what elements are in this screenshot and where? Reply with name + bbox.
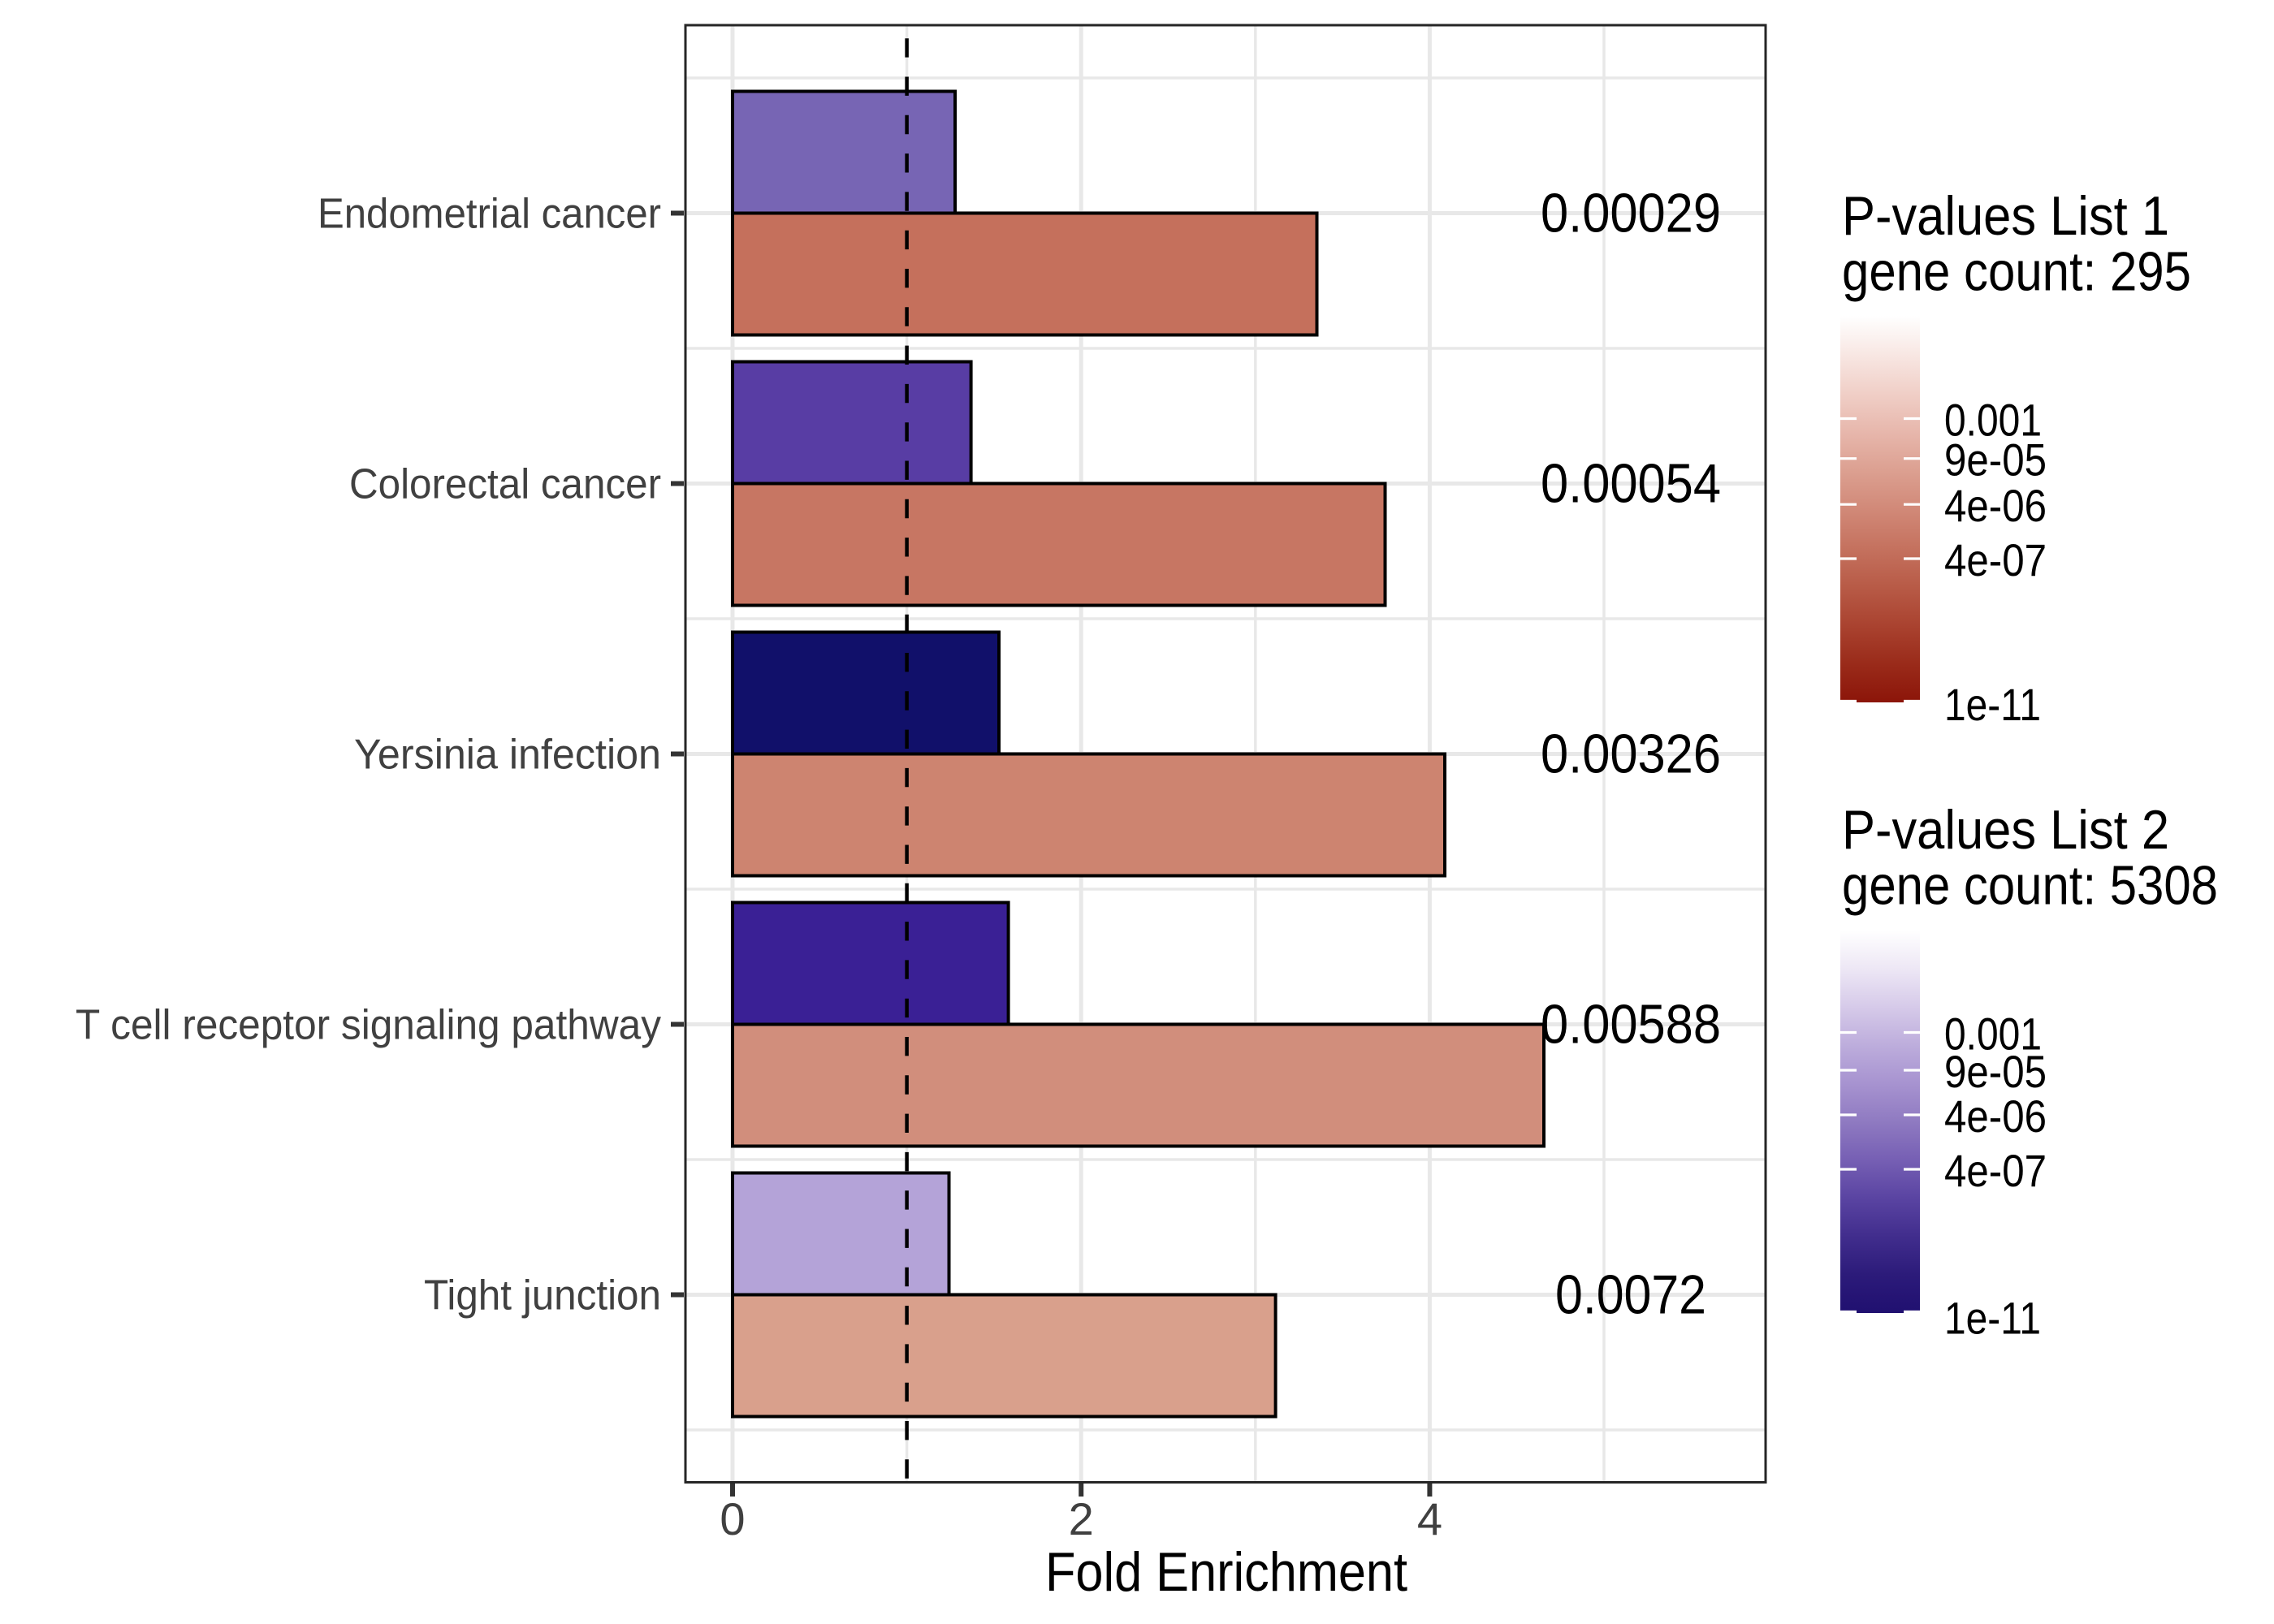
svg-text:2: 2 — [1069, 1493, 1094, 1544]
svg-text:1e-11: 1e-11 — [1944, 1293, 2041, 1344]
svg-text:Fold Enrichment: Fold Enrichment — [1045, 1541, 1407, 1603]
svg-text:0.00054: 0.00054 — [1541, 453, 1721, 515]
svg-text:P-values List 2: P-values List 2 — [1842, 799, 2169, 861]
svg-text:gene count: 5308: gene count: 5308 — [1842, 855, 2218, 917]
svg-text:9e-05: 9e-05 — [1944, 1046, 2047, 1097]
svg-text:0.001: 0.001 — [1944, 395, 2042, 446]
svg-text:4e-07: 4e-07 — [1944, 1145, 2047, 1196]
svg-text:Endometrial cancer: Endometrial cancer — [318, 191, 661, 238]
svg-text:9e-05: 9e-05 — [1944, 434, 2047, 486]
svg-text:4: 4 — [1417, 1493, 1442, 1544]
svg-text:gene count: 295: gene count: 295 — [1842, 241, 2191, 303]
svg-text:4e-06: 4e-06 — [1944, 480, 2047, 531]
svg-text:0.00326: 0.00326 — [1541, 723, 1721, 785]
svg-text:4e-07: 4e-07 — [1944, 534, 2047, 585]
svg-text:T cell receptor signaling path: T cell receptor signaling pathway — [76, 1002, 661, 1049]
svg-text:0.00588: 0.00588 — [1541, 994, 1721, 1056]
svg-text:Tight junction: Tight junction — [424, 1272, 661, 1320]
svg-text:P-values List 1: P-values List 1 — [1842, 185, 2169, 247]
svg-text:0.001: 0.001 — [1944, 1009, 2042, 1060]
svg-text:0: 0 — [720, 1493, 745, 1544]
svg-text:0.0072: 0.0072 — [1555, 1264, 1706, 1326]
svg-text:4e-06: 4e-06 — [1944, 1091, 2047, 1142]
svg-text:Colorectal cancer: Colorectal cancer — [349, 461, 661, 508]
svg-text:1e-11: 1e-11 — [1944, 679, 2041, 730]
svg-text:0.00029: 0.00029 — [1541, 183, 1721, 244]
svg-text:Yersinia infection: Yersinia infection — [354, 732, 661, 779]
